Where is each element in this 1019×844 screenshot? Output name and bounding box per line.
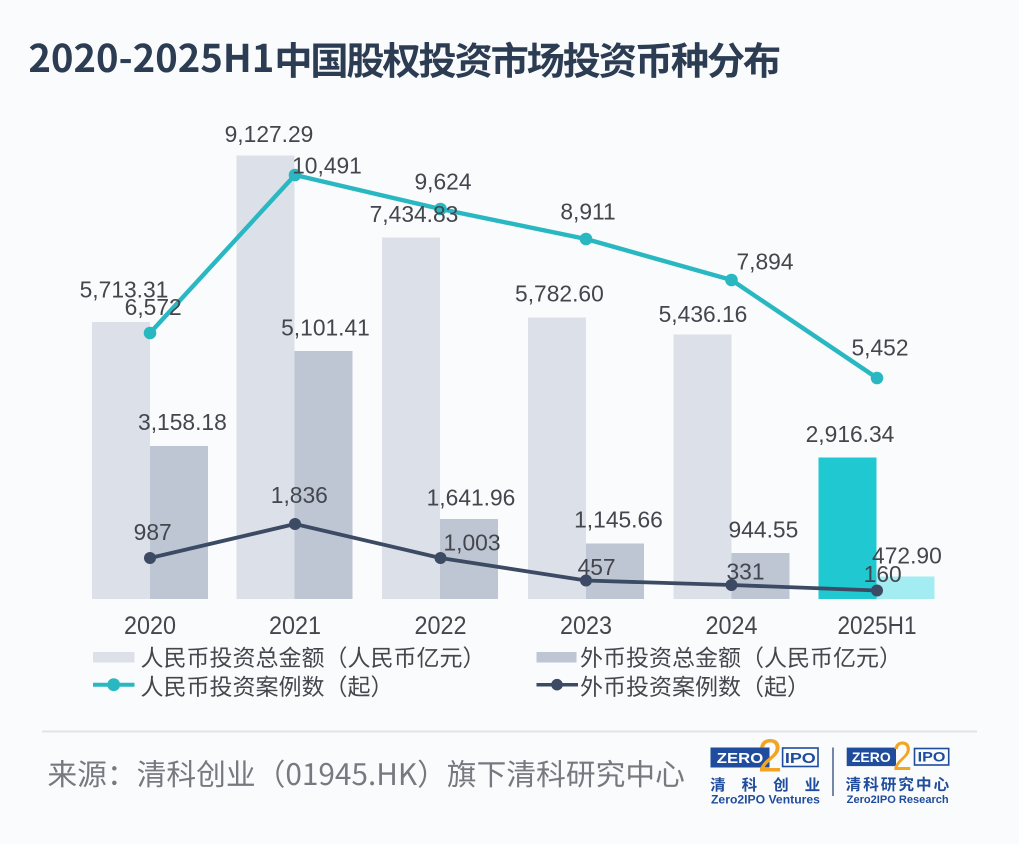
svg-text:Zero2IPO Research: Zero2IPO Research (847, 794, 949, 806)
svg-text:3,158.18: 3,158.18 (138, 409, 227, 435)
svg-text:5,436.16: 5,436.16 (659, 301, 748, 327)
svg-text:2024: 2024 (706, 612, 758, 640)
svg-text:1,003: 1,003 (443, 530, 500, 556)
svg-text:2025H1: 2025H1 (838, 612, 917, 640)
svg-text:2: 2 (893, 734, 912, 779)
svg-text:944.55: 944.55 (729, 517, 799, 543)
svg-text:9,624: 9,624 (414, 169, 471, 195)
svg-text:5,452: 5,452 (851, 335, 908, 361)
svg-text:2021: 2021 (269, 612, 321, 640)
svg-text:8,911: 8,911 (560, 199, 615, 225)
svg-text:2023: 2023 (560, 612, 612, 640)
svg-text:ZERO: ZERO (717, 750, 764, 767)
svg-text:2: 2 (758, 730, 783, 782)
svg-text:7,434.83: 7,434.83 (370, 201, 459, 227)
svg-text:2,916.34: 2,916.34 (806, 421, 895, 447)
svg-text:ZERO: ZERO (852, 749, 891, 765)
svg-text:2020: 2020 (124, 612, 176, 640)
svg-text:2022: 2022 (415, 612, 467, 640)
svg-text:1,145.66: 1,145.66 (574, 507, 663, 533)
svg-text:160: 160 (864, 561, 902, 587)
svg-text:Zero2IPO Ventures: Zero2IPO Ventures (711, 793, 820, 807)
svg-text:6,572: 6,572 (125, 294, 182, 320)
svg-text:IPO: IPO (918, 749, 946, 765)
svg-text:1,641.96: 1,641.96 (427, 485, 516, 511)
svg-text:5,713.31: 5,713.31 (80, 277, 169, 303)
svg-text:7,894: 7,894 (736, 249, 793, 275)
svg-text:1,836: 1,836 (271, 482, 328, 508)
svg-text:IPO: IPO (785, 750, 816, 767)
svg-text:5,101.41: 5,101.41 (281, 315, 370, 341)
svg-text:457: 457 (578, 554, 616, 580)
svg-text:987: 987 (134, 519, 172, 545)
svg-text:10,491: 10,491 (292, 153, 362, 179)
svg-text:331: 331 (726, 559, 764, 585)
svg-text:472.90: 472.90 (872, 543, 942, 569)
svg-text:5,782.60: 5,782.60 (515, 280, 604, 306)
svg-text:9,127.29: 9,127.29 (225, 121, 314, 147)
